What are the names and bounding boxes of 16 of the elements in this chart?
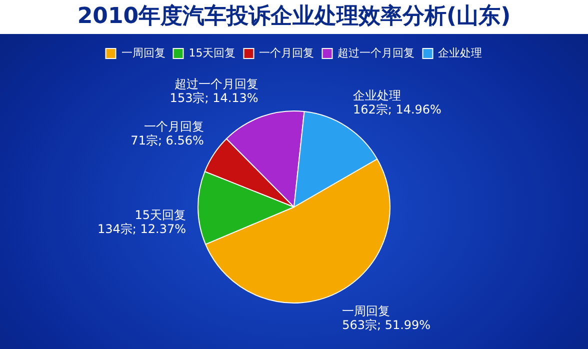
legend-label: 超过一个月回复 [338,46,415,60]
slice-label: 一周回复 [342,304,390,318]
chart-title: 2010年度汽车投诉企业处理效率分析(山东) [0,0,588,34]
legend-label: 一个月回复 [259,46,314,60]
slice-label: 企业处理 [352,88,401,103]
slice-label: 超过一个月回复 [174,77,258,92]
data-label: 134宗; 12.37% [97,222,186,236]
slice-label: 15天回复 [134,208,186,222]
legend-label: 15天回复 [188,46,236,60]
data-label: 71宗; 6.56% [130,134,204,148]
legend-label: 企业处理 [438,46,482,60]
data-label: 153宗; 14.13% [170,91,258,106]
slice-label: 一个月回复 [144,120,204,134]
data-label: 563宗; 51.99% [342,318,431,332]
data-label: 162宗; 14.96% [352,102,442,117]
legend-label: 一周回复 [121,46,166,60]
